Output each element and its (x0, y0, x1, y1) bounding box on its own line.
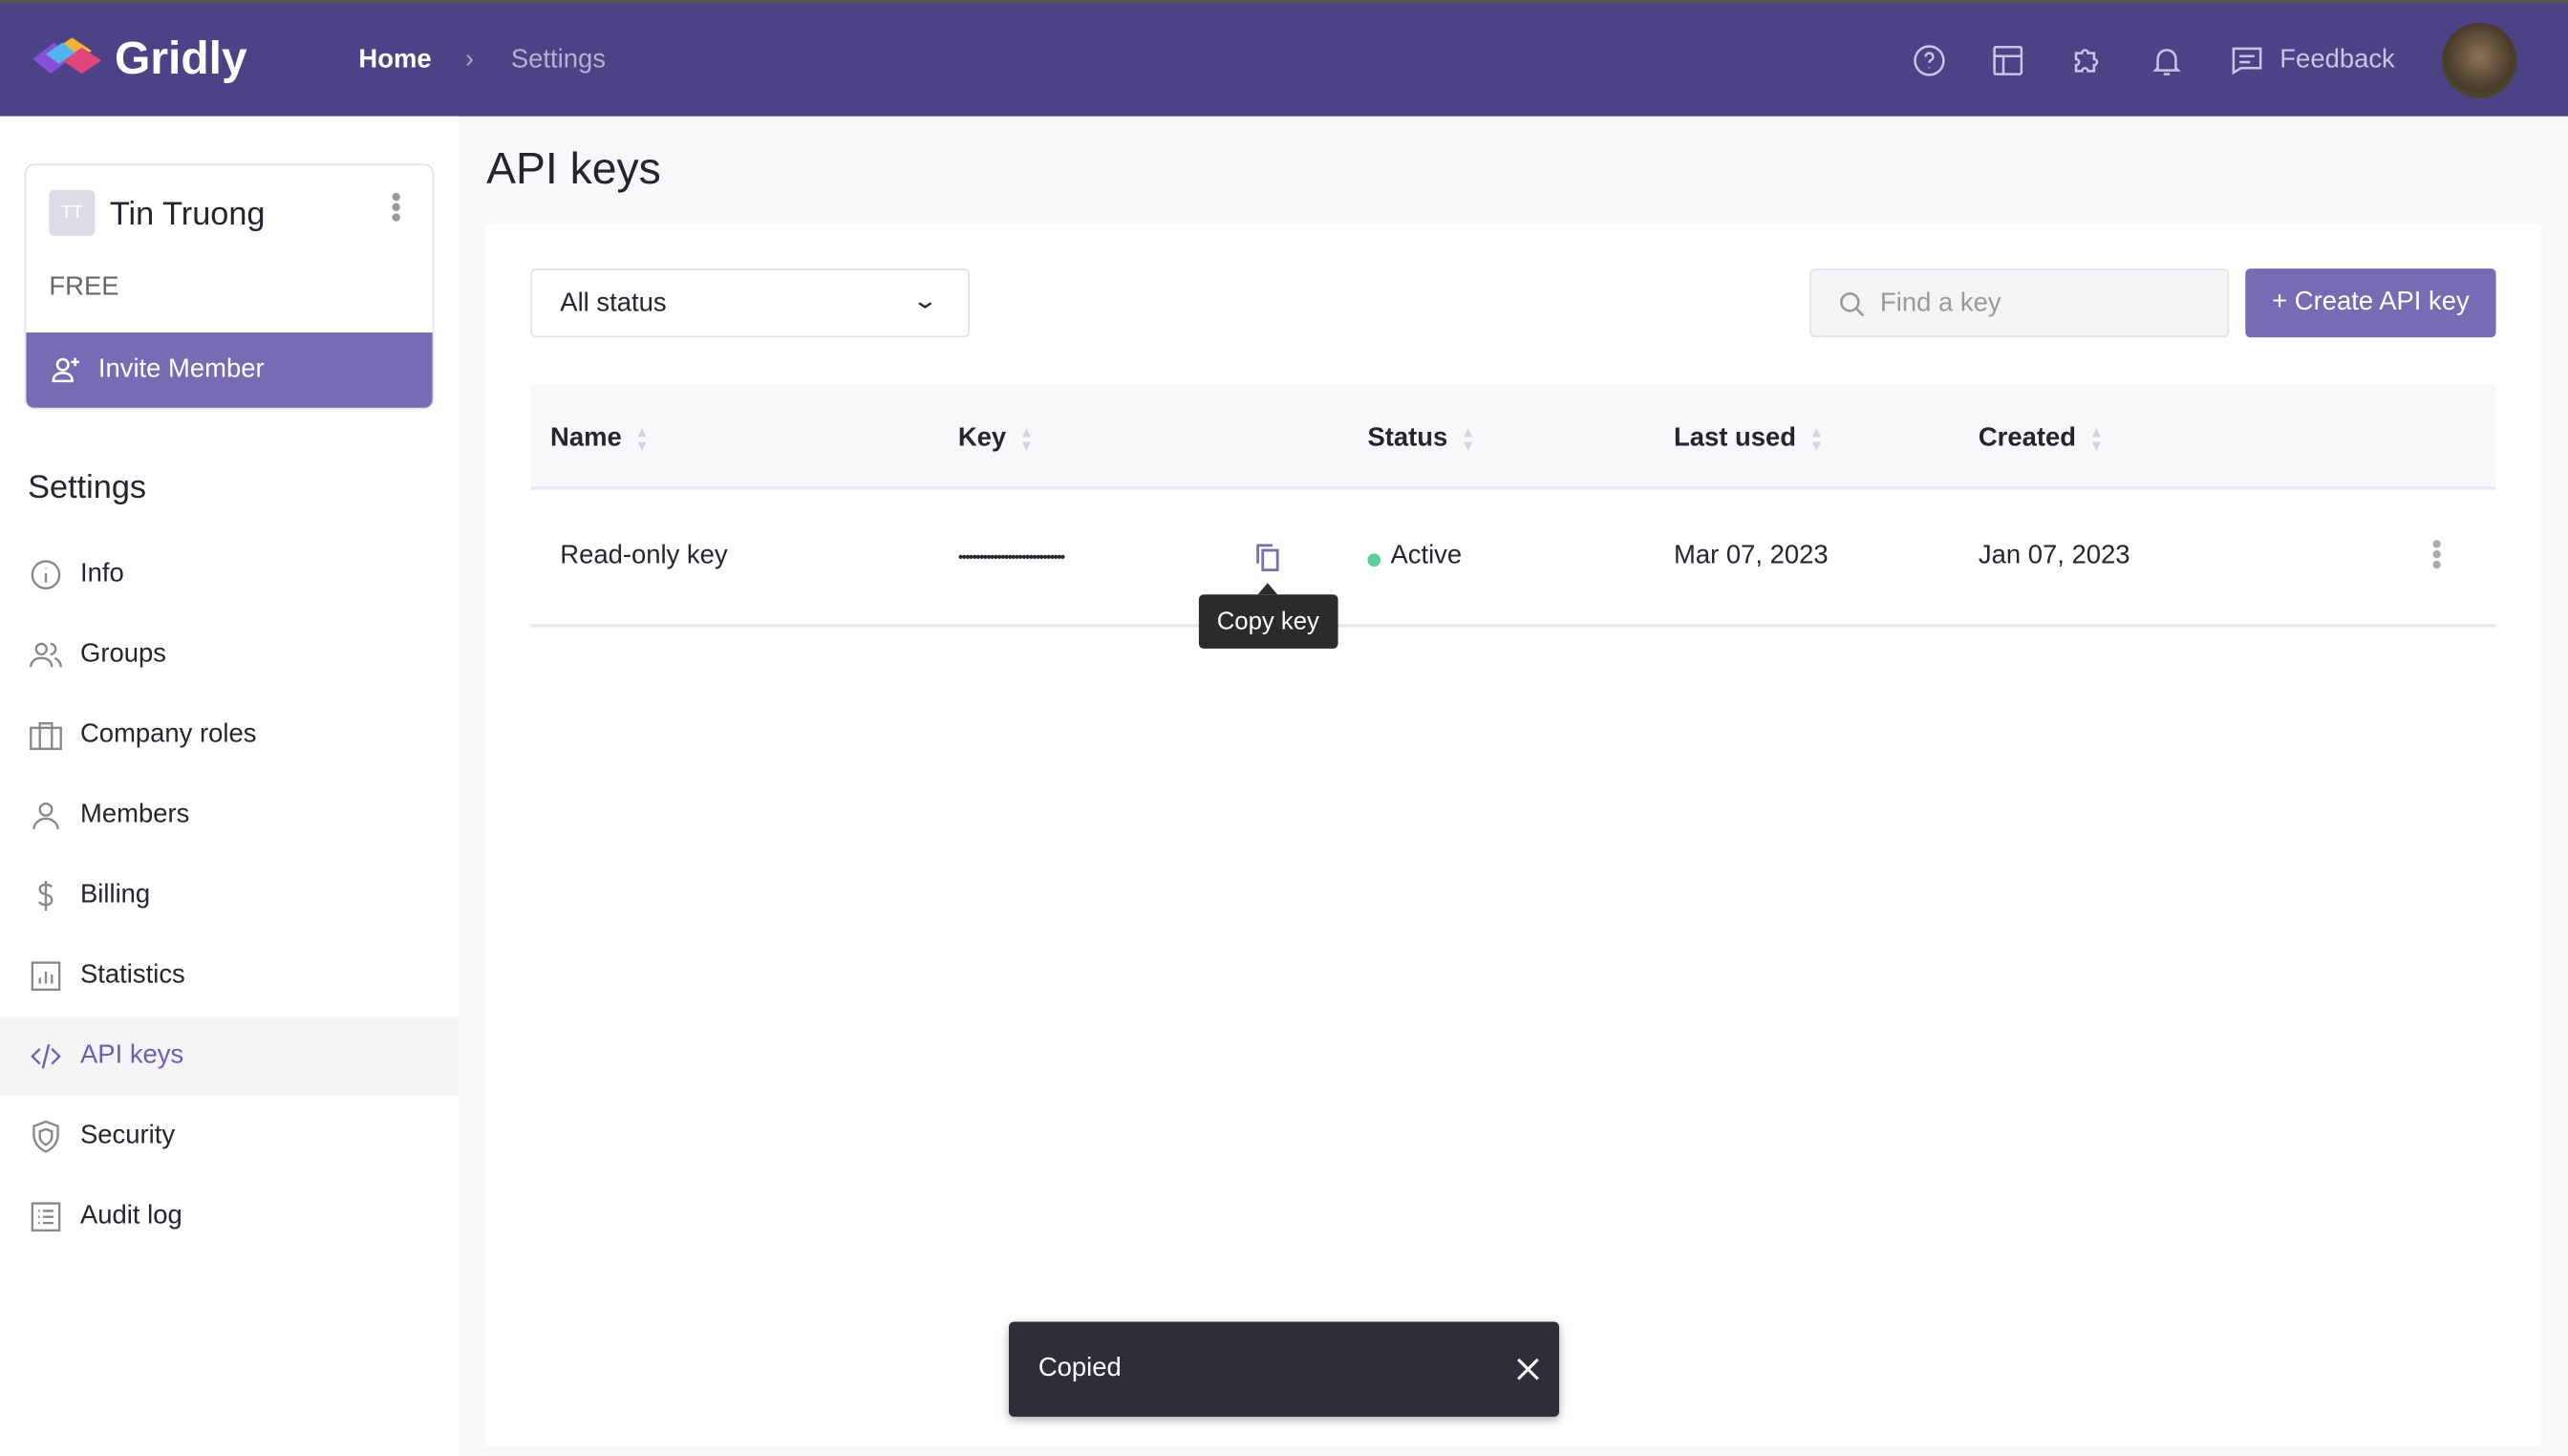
layout-icon[interactable] (1990, 43, 2026, 79)
column-created[interactable]: Created ▲ ▼ (1979, 424, 2104, 454)
sidebar-item-company-roles[interactable]: Company roles (0, 696, 459, 775)
sidebar-item-members[interactable]: Members (0, 777, 459, 855)
plan-badge: FREE (49, 273, 119, 302)
sidebar-item-label: Company roles (80, 720, 257, 749)
masked-key: •••••••••••••••••••••••••••••• (957, 548, 1065, 566)
sidebar-item-audit-log[interactable]: Audit log (0, 1178, 459, 1256)
column-label: Key (957, 424, 1007, 453)
user-avatar[interactable] (2442, 23, 2517, 98)
gridly-logo-icon (32, 37, 102, 75)
column-name[interactable]: Name ▲ ▼ (550, 424, 650, 454)
account-card: TT Tin Truong ••• FREE Invite Member (24, 163, 435, 410)
created-date: Jan 07, 2023 (1978, 542, 2130, 570)
sort-icon: ▲ ▼ (1460, 424, 1476, 454)
column-last-used[interactable]: Last used ▲ ▼ (1674, 424, 1824, 454)
sidebar-title: Settings (28, 470, 147, 506)
column-label: Name (550, 424, 622, 453)
close-icon[interactable] (1516, 1358, 1539, 1381)
account-more-icon[interactable]: ••• (379, 191, 414, 223)
top-bar: Gridly Home › Settings Feedback (0, 0, 2568, 117)
table-header: Name ▲ ▼ Key ▲ ▼ Status ▲ ▼ Last used ▲ ▼ Create… (530, 384, 2496, 490)
copied-toast: Copied (1009, 1321, 1560, 1417)
groups-icon (30, 642, 62, 668)
sidebar-item-label: Members (80, 801, 190, 829)
last-used: Mar 07, 2023 (1674, 542, 1829, 570)
feedback-icon[interactable] (2229, 43, 2265, 79)
help-icon[interactable] (1912, 43, 1948, 79)
sidebar-item-info[interactable]: Info (0, 536, 459, 614)
sidebar-item-label: Security (80, 1122, 176, 1150)
sort-icon: ▲ ▼ (1808, 424, 1825, 454)
list-icon (31, 1202, 61, 1232)
sidebar-item-api-keys[interactable]: API keys (0, 1017, 460, 1096)
create-api-key-button[interactable]: + Create API key (2245, 268, 2496, 338)
column-label: Status (1367, 424, 1448, 453)
briefcase-icon (30, 721, 62, 751)
code-icon (31, 1043, 61, 1069)
copy-icon[interactable] (1254, 542, 1280, 571)
search-placeholder: Find a key (1880, 289, 2001, 318)
invite-member-button[interactable]: Invite Member (26, 332, 433, 408)
sidebar-item-security[interactable]: Security (0, 1098, 459, 1176)
dollar-icon (37, 881, 54, 911)
sort-icon: ▲ ▼ (1018, 424, 1035, 454)
app-name: Gridly (115, 32, 247, 84)
column-key[interactable]: Key ▲ ▼ (958, 424, 1034, 454)
sidebar-item-label: API keys (80, 1041, 184, 1070)
table-row[interactable]: Read-only key ••••••••••••••••••••••••••… (530, 490, 2496, 628)
sidebar-item-statistics[interactable]: Statistics (0, 937, 459, 1016)
logo[interactable]: Gridly (30, 32, 247, 85)
row-more-icon[interactable]: ••• (2420, 539, 2454, 570)
column-label: Created (1978, 424, 2077, 453)
invite-member-label: Invite Member (97, 355, 265, 384)
copy-key-tooltip: Copy key (1198, 583, 1338, 649)
shield-icon (32, 1120, 59, 1153)
sidebar-item-label: Info (80, 560, 124, 589)
sidebar-item-groups[interactable]: Groups (0, 616, 459, 695)
sidebar-item-label: Groups (80, 640, 166, 669)
page-title: API keys (486, 143, 661, 194)
api-keys-panel: All status ⌄ Find a key + Create API key … (484, 224, 2542, 1446)
breadcrumb-separator-icon: › (464, 46, 474, 75)
breadcrumb-current: Settings (510, 46, 606, 75)
sidebar-item-label: Audit log (80, 1202, 182, 1231)
chart-icon (31, 961, 61, 992)
search-input[interactable]: Find a key (1809, 268, 2230, 338)
status-filter-select[interactable]: All status ⌄ (530, 268, 970, 338)
search-icon (1840, 292, 1865, 317)
status-badge: Active (1390, 542, 1463, 570)
bell-icon[interactable] (2149, 43, 2185, 79)
chevron-down-icon: ⌄ (911, 287, 939, 313)
user-icon (32, 802, 59, 829)
account-initials: TT (49, 189, 96, 236)
sort-icon: ▲ ▼ (634, 424, 650, 454)
breadcrumb-home[interactable]: Home (358, 46, 432, 75)
sidebar-item-label: Statistics (80, 961, 185, 990)
key-name: Read-only key (560, 542, 728, 570)
status-filter-value: All status (560, 289, 667, 318)
column-label: Last used (1674, 424, 1797, 453)
sidebar-item-label: Billing (80, 881, 151, 910)
status-dot (1367, 553, 1381, 567)
feedback-button[interactable]: Feedback (2279, 46, 2395, 75)
info-icon (31, 560, 61, 590)
account-name: Tin Truong (109, 196, 266, 233)
sidebar-item-billing[interactable]: Billing (0, 857, 459, 935)
column-status[interactable]: Status ▲ ▼ (1367, 424, 1475, 454)
add-user-icon (52, 357, 79, 383)
sort-icon: ▲ ▼ (2088, 424, 2105, 454)
puzzle-icon[interactable] (2068, 43, 2105, 79)
toast-message: Copied (1038, 1354, 1122, 1382)
